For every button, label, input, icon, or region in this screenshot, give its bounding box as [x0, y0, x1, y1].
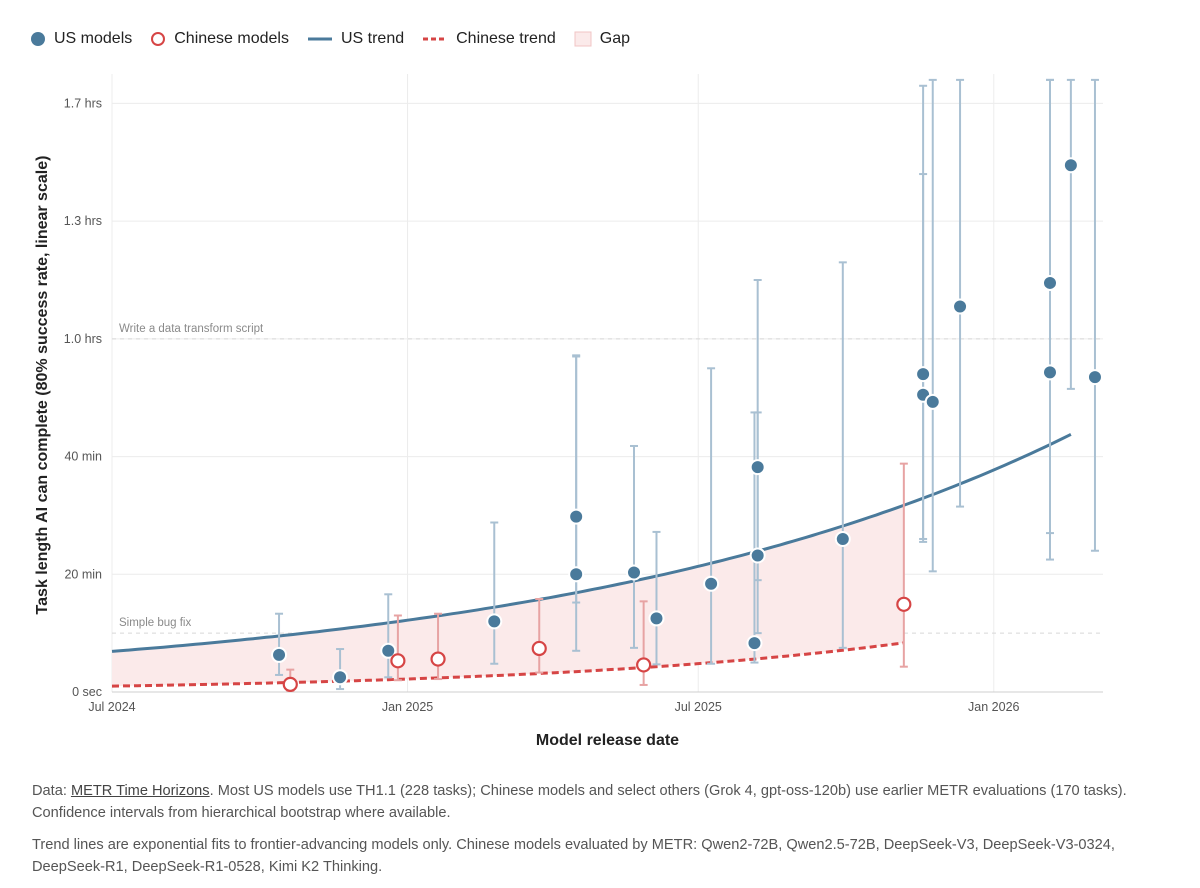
us-model-point: [924, 393, 941, 410]
us-model-point: [568, 566, 585, 583]
x-tick-label: Jul 2025: [675, 700, 722, 714]
us-model-point: [703, 575, 720, 592]
legend-label-chinese-trend: Chinese trend: [456, 30, 556, 47]
chinese-model-point: [282, 676, 298, 692]
us-model-point: [1062, 157, 1079, 174]
x-tick-label: Jul 2024: [88, 700, 135, 714]
us-model-point: [834, 530, 851, 547]
chinese-model-point: [430, 651, 446, 667]
us-model-point: [952, 298, 969, 315]
y-tick-label: 1.3 hrs: [64, 214, 102, 228]
legend-item-gap[interactable]: Gap: [574, 30, 630, 48]
chinese-model-marker-icon: [151, 32, 166, 46]
y-tick-label: 1.0 hrs: [64, 332, 102, 346]
chinese-trend-line: [111, 641, 905, 688]
us-model-point: [626, 564, 643, 581]
y-tick-label: 0 sec: [72, 685, 102, 699]
x-tick-label: Jan 2025: [382, 700, 433, 714]
x-axis-title: Model release date: [536, 732, 679, 749]
chart-notes: Data: METR Time Horizons. Most US models…: [32, 780, 1152, 888]
y-axis-title: Task length AI can complete (80% success…: [34, 156, 51, 615]
chinese-model-point: [896, 596, 912, 612]
us-model-point: [1041, 364, 1058, 381]
us-model-marker-icon: [31, 32, 45, 46]
y-tick-label: 20 min: [64, 567, 102, 581]
chinese-model-point: [390, 653, 406, 669]
trend-note: Trend lines are exponential fits to fron…: [32, 837, 1115, 875]
legend-label-us-trend: US trend: [340, 30, 405, 47]
chinese-trend-line-icon: [423, 37, 448, 41]
chinese-model-point: [531, 640, 547, 657]
us-model-point: [648, 610, 665, 627]
reference-line-label: Simple bug fix: [119, 617, 191, 629]
us-model-point: [380, 642, 397, 659]
legend-label-chinese-models: Chinese models: [174, 30, 289, 47]
us-model-point: [486, 613, 503, 630]
us-model-point: [746, 635, 763, 652]
x-tick-label: Jan 2026: [968, 700, 1019, 714]
legend-label-us-models: US models: [54, 30, 133, 47]
y-tick-label: 1.7 hrs: [64, 96, 102, 110]
legend-item-us-models[interactable]: US models: [30, 30, 132, 48]
us-model-point: [1086, 369, 1103, 386]
legend-label-gap: Gap: [599, 30, 630, 47]
us-model-point: [568, 508, 585, 525]
chart-legend: US models Chinese models US trend Chines…: [30, 26, 648, 52]
metr-time-horizons-link[interactable]: METR Time Horizons: [70, 783, 210, 799]
legend-item-us-trend[interactable]: US trend: [307, 30, 404, 48]
us-model-point: [332, 669, 349, 686]
gap-area: [112, 505, 904, 687]
us-model-point: [915, 366, 932, 383]
us-model-point: [1041, 274, 1058, 291]
data-source-note: Data: METR Time Horizons. Most US models…: [32, 783, 1127, 821]
y-tick-label: 40 min: [64, 450, 102, 464]
legend-item-chinese-trend[interactable]: Chinese trend: [422, 30, 556, 48]
us-trend-line: [111, 433, 1072, 653]
us-model-point: [749, 547, 766, 564]
us-model-point: [271, 646, 288, 663]
chinese-model-point: [636, 657, 652, 673]
reference-line-label: Write a data transform script: [119, 323, 264, 335]
time-horizon-chart: Simple bug fix Write a data transform scr…: [34, 74, 1103, 749]
us-model-point: [749, 459, 766, 476]
gap-swatch-icon: [574, 31, 592, 47]
legend-item-chinese-models[interactable]: Chinese models: [150, 30, 289, 48]
us-trend-line-icon: [307, 37, 332, 41]
